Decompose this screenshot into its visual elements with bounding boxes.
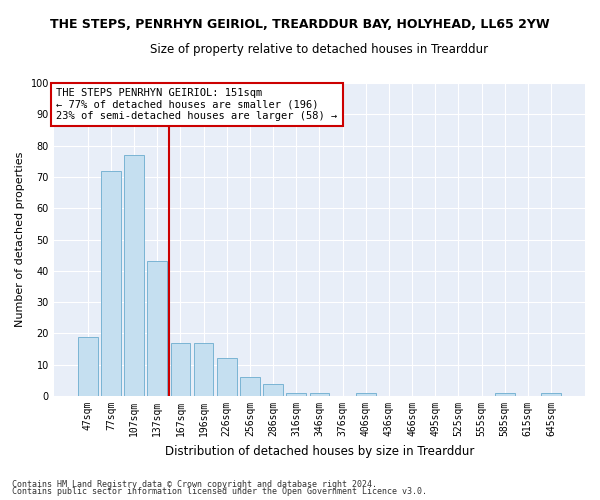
Bar	[240, 378, 260, 396]
Bar	[495, 393, 515, 396]
Bar	[194, 343, 214, 396]
Bar	[217, 358, 236, 396]
Bar	[541, 393, 561, 396]
Bar	[78, 336, 98, 396]
Text: Contains HM Land Registry data © Crown copyright and database right 2024.: Contains HM Land Registry data © Crown c…	[12, 480, 377, 489]
Text: Contains public sector information licensed under the Open Government Licence v3: Contains public sector information licen…	[12, 487, 427, 496]
Bar	[101, 170, 121, 396]
X-axis label: Distribution of detached houses by size in Trearddur: Distribution of detached houses by size …	[165, 444, 474, 458]
Text: THE STEPS, PENRHYN GEIRIOL, TREARDDUR BAY, HOLYHEAD, LL65 2YW: THE STEPS, PENRHYN GEIRIOL, TREARDDUR BA…	[50, 18, 550, 30]
Bar	[124, 155, 144, 396]
Text: THE STEPS PENRHYN GEIRIOL: 151sqm
← 77% of detached houses are smaller (196)
23%: THE STEPS PENRHYN GEIRIOL: 151sqm ← 77% …	[56, 88, 338, 121]
Bar	[148, 262, 167, 396]
Bar	[356, 393, 376, 396]
Bar	[286, 393, 306, 396]
Bar	[170, 343, 190, 396]
Y-axis label: Number of detached properties: Number of detached properties	[15, 152, 25, 327]
Bar	[263, 384, 283, 396]
Bar	[310, 393, 329, 396]
Title: Size of property relative to detached houses in Trearddur: Size of property relative to detached ho…	[151, 42, 488, 56]
